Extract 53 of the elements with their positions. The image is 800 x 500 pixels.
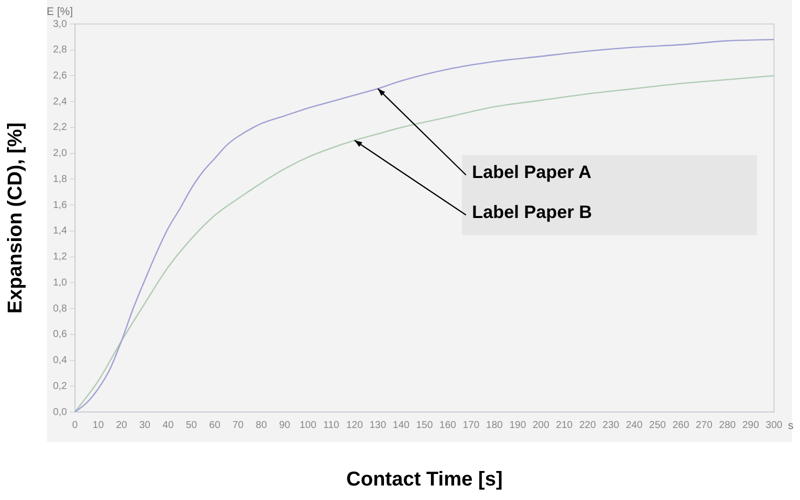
text: E [%] xyxy=(46,6,73,18)
x-tick-label: 260 xyxy=(672,420,690,431)
y-tick-label: 1,4 xyxy=(52,226,68,237)
y-tick-label: 0,2 xyxy=(52,380,68,392)
x-tick-label: 30 xyxy=(139,420,151,431)
y-tick-label: 0,4 xyxy=(52,355,68,366)
y-tick-label: 1,2 xyxy=(52,252,68,263)
y-tick-label: 2,0 xyxy=(52,148,68,160)
y-tick-label: 1,0 xyxy=(52,277,68,288)
annotation: Label Paper B xyxy=(472,202,592,222)
x-tick-label: 280 xyxy=(719,420,736,431)
x-tick-label: 130 xyxy=(370,420,387,431)
y-tick-label: 0,8 xyxy=(52,303,68,314)
x-tick-label: 100 xyxy=(300,420,317,431)
x-tick-label: 300 xyxy=(766,420,783,431)
x-tick-label: 240 xyxy=(626,420,643,431)
x-tick-label: 150 xyxy=(416,420,434,431)
x-tick-label: 20 xyxy=(116,420,128,431)
y-tick-label: 0,6 xyxy=(52,329,68,340)
x-tick-label: 140 xyxy=(392,420,410,431)
x-tick-label: 90 xyxy=(279,420,291,431)
text: s xyxy=(788,420,794,432)
x-tick-label: 250 xyxy=(649,420,666,431)
x-tick-label: 70 xyxy=(232,420,244,431)
x-tick-label: 200 xyxy=(532,420,550,431)
x-tick-label: 110 xyxy=(323,420,340,431)
y-tick-label: 3,0 xyxy=(52,18,68,30)
x-tick-label: 180 xyxy=(486,420,504,431)
x-tick-label: 60 xyxy=(209,420,221,431)
x-tick-label: 210 xyxy=(556,420,574,431)
x-tick-label: 50 xyxy=(186,420,198,431)
x-tick-label: 80 xyxy=(256,420,268,431)
x-tick-label: 10 xyxy=(92,420,104,431)
x-tick-label: 40 xyxy=(162,420,174,431)
x-tick-label: 170 xyxy=(462,420,480,431)
y-tick-label: 0,0 xyxy=(52,406,68,418)
x-axis-title: Contact Time [s] xyxy=(346,468,503,491)
y-tick-label: 2,8 xyxy=(52,44,68,56)
y-axis-title: Expansion (CD), [%] xyxy=(4,122,27,314)
x-tick-label: 190 xyxy=(509,420,526,431)
x-tick-label: 290 xyxy=(742,420,760,431)
x-tick-label: 270 xyxy=(696,420,713,431)
y-tick-label: 2,4 xyxy=(52,96,68,108)
x-tick-label: 120 xyxy=(346,420,364,431)
y-tick-label: 2,6 xyxy=(52,70,68,82)
annotation: Label Paper A xyxy=(472,162,592,182)
x-tick-label: 160 xyxy=(439,420,457,431)
x-tick-label: 220 xyxy=(579,420,596,431)
y-tick-label: 1,8 xyxy=(52,174,68,185)
x-tick-label: 0 xyxy=(72,420,78,431)
y-tick-label: 1,6 xyxy=(52,200,68,211)
x-tick-label: 230 xyxy=(602,420,620,431)
y-tick-label: 2,2 xyxy=(52,122,68,134)
